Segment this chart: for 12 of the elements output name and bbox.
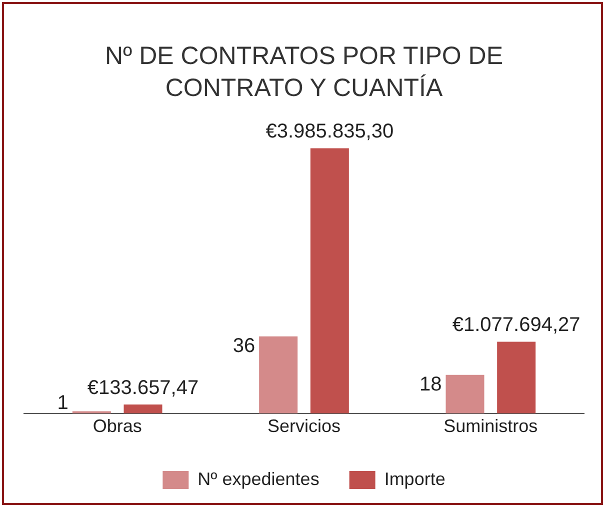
data-label: 36	[232, 334, 256, 357]
data-label: 1	[57, 392, 68, 414]
data-label: 18	[420, 373, 442, 396]
x-tick-label: Obras	[92, 416, 142, 436]
legend-label: Nº expedientes	[198, 468, 320, 489]
data-label: €3.985.835,30	[266, 120, 394, 143]
data-label: €1.077.694,27	[452, 314, 580, 336]
chart-title: Nº DE CONTRATOS POR TIPO DE CONTRATO Y CUANTÍA	[104, 41, 504, 104]
x-tick-label: Servicios	[267, 416, 341, 436]
legend-label: Importe	[384, 468, 446, 489]
x-tick-label: Suministros	[444, 416, 538, 436]
data-label: €133.657,47	[87, 377, 199, 400]
